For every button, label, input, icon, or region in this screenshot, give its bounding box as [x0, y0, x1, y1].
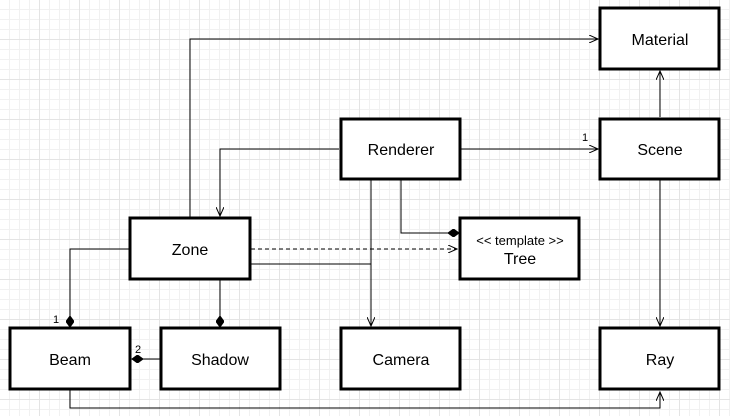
multiplicity-renderer-scene: 1 — [582, 132, 588, 144]
class-scene-label: Scene — [637, 142, 682, 159]
class-beam[interactable]: Beam — [8, 326, 132, 391]
class-camera-label: Camera — [373, 352, 430, 369]
class-ray-label: Ray — [646, 352, 674, 369]
class-material[interactable]: Material — [598, 6, 721, 71]
class-zone-label: Zone — [172, 242, 209, 259]
class-camera[interactable]: Camera — [339, 326, 462, 391]
class-tree-stereotype: << template >> — [476, 233, 563, 248]
class-tree-label: Tree — [504, 251, 536, 268]
class-shadow[interactable]: Shadow — [159, 326, 282, 391]
class-ray[interactable]: Ray — [598, 326, 721, 391]
edge-zone-beam — [70, 248, 129, 327]
multiplicity-zone-beam: 1 — [53, 314, 59, 326]
multiplicity-shadow-beam: 2 — [135, 344, 141, 356]
class-renderer-label: Renderer — [368, 142, 435, 159]
edge-renderer-tree — [400, 180, 459, 233]
class-renderer[interactable]: Renderer — [339, 117, 462, 181]
class-zone[interactable]: Zone — [128, 216, 252, 281]
edge-renderer-zone — [220, 148, 339, 216]
class-material-label: Material — [632, 32, 689, 49]
edge-zone-material — [189, 39, 598, 218]
class-scene[interactable]: Scene — [598, 117, 721, 181]
class-shadow-label: Shadow — [191, 352, 249, 369]
class-beam-label: Beam — [49, 352, 91, 369]
edge-beam-ray — [69, 390, 660, 409]
class-tree[interactable]: << template >> Tree — [458, 216, 581, 281]
